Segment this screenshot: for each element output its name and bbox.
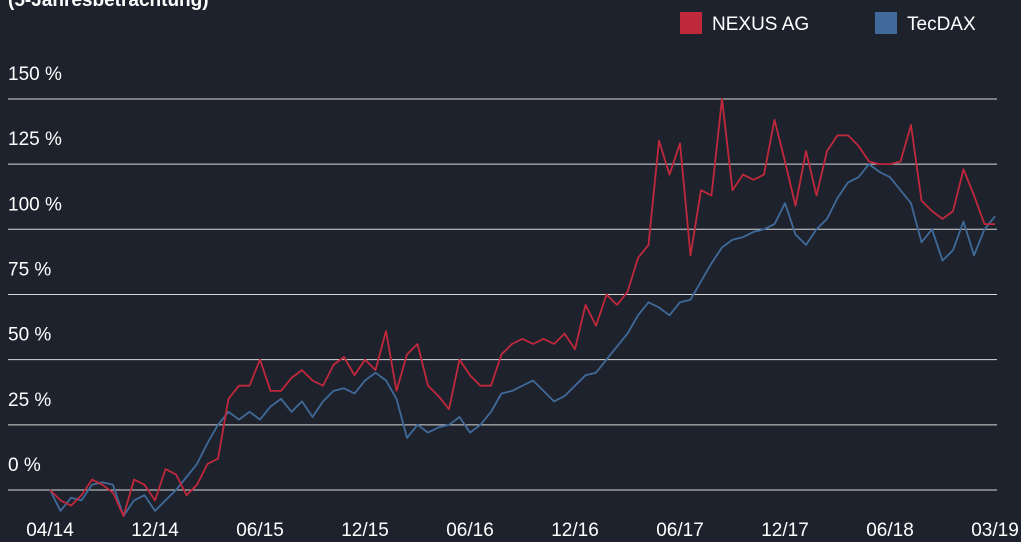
legend-label: TecDAX xyxy=(907,14,976,35)
x-tick-label: 06/15 xyxy=(236,520,284,541)
y-tick-label: 25 % xyxy=(8,390,51,411)
x-tick-label: 12/17 xyxy=(761,520,809,541)
legend-swatch xyxy=(875,12,897,34)
series-line xyxy=(49,98,995,517)
chart-subtitle: (5-Jahresbetrachtung) xyxy=(8,0,209,11)
x-tick-label: 12/14 xyxy=(131,520,179,541)
y-tick-label: 0 % xyxy=(8,455,41,476)
y-tick-label: 125 % xyxy=(8,129,62,150)
y-tick-label: 150 % xyxy=(8,64,62,85)
x-tick-label: 06/17 xyxy=(656,520,704,541)
legend-label: NEXUS AG xyxy=(712,14,809,35)
x-tick-label: 04/14 xyxy=(26,520,74,541)
series-line xyxy=(49,163,996,517)
x-tick-label: 12/16 xyxy=(551,520,599,541)
y-tick-label: 100 % xyxy=(8,194,62,215)
y-tick-label: 75 % xyxy=(8,259,51,280)
x-tick-label: 12/15 xyxy=(341,520,389,541)
x-tick-label: 03/19 xyxy=(971,520,1019,541)
y-tick-label: 50 % xyxy=(8,325,51,346)
legend-swatch xyxy=(680,12,702,34)
x-tick-label: 06/16 xyxy=(446,520,494,541)
x-tick-label: 06/18 xyxy=(866,520,914,541)
